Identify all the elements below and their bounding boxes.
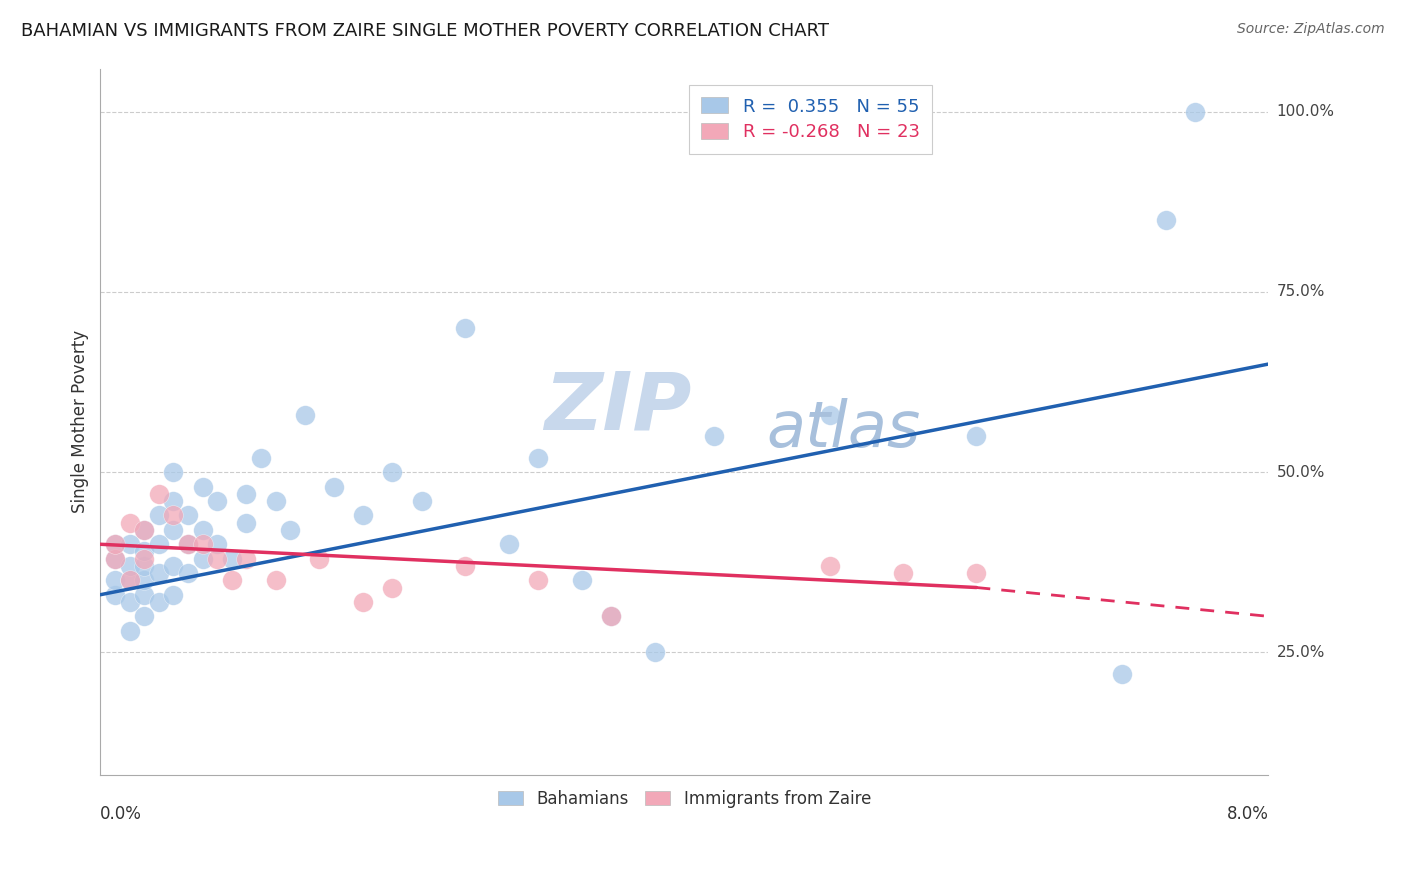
Point [162,588,184,602]
Point [134,588,156,602]
Point [1184,104,1206,119]
Point [527,574,550,588]
Point [177,537,200,551]
Point [191,523,214,537]
Point [118,595,141,609]
Point [177,508,200,523]
Point [381,581,404,595]
Point [162,558,184,573]
Point [264,574,287,588]
Point [148,537,170,551]
Legend: Bahamians, Immigrants from Zaire: Bahamians, Immigrants from Zaire [489,781,879,816]
Point [205,551,228,566]
Point [235,487,257,501]
Point [118,574,141,588]
Point [134,551,156,566]
Text: 75.0%: 75.0% [1277,285,1324,300]
Point [118,516,141,530]
Point [965,566,987,580]
Point [118,624,141,638]
Point [820,408,842,422]
Point [104,588,127,602]
Point [134,523,156,537]
Point [134,609,156,624]
Text: 25.0%: 25.0% [1277,645,1324,660]
Point [352,595,374,609]
Point [177,537,200,551]
Point [1154,213,1177,227]
Point [104,537,127,551]
Text: 0.0%: 0.0% [100,805,142,823]
Point [221,574,243,588]
Point [104,551,127,566]
Point [134,558,156,573]
Point [221,551,243,566]
Point [454,558,477,573]
Point [162,523,184,537]
Point [104,574,127,588]
Point [352,508,374,523]
Point [571,574,593,588]
Point [1111,667,1133,681]
Point [134,544,156,558]
Point [703,429,725,443]
Text: atlas: atlas [766,398,921,459]
Point [148,566,170,580]
Point [148,595,170,609]
Point [294,408,316,422]
Text: Source: ZipAtlas.com: Source: ZipAtlas.com [1237,22,1385,37]
Y-axis label: Single Mother Poverty: Single Mother Poverty [72,330,89,513]
Point [118,558,141,573]
Point [205,494,228,508]
Point [454,321,477,335]
Point [278,523,301,537]
Point [965,429,987,443]
Point [820,558,842,573]
Point [250,450,273,465]
Point [191,480,214,494]
Point [118,574,141,588]
Point [600,609,623,624]
Point [134,523,156,537]
Point [498,537,520,551]
Text: 8.0%: 8.0% [1226,805,1268,823]
Point [235,516,257,530]
Point [148,487,170,501]
Point [134,574,156,588]
Point [118,537,141,551]
Point [104,537,127,551]
Point [177,566,200,580]
Text: BAHAMIAN VS IMMIGRANTS FROM ZAIRE SINGLE MOTHER POVERTY CORRELATION CHART: BAHAMIAN VS IMMIGRANTS FROM ZAIRE SINGLE… [21,22,830,40]
Point [162,494,184,508]
Point [644,645,666,659]
Point [191,537,214,551]
Text: ZIP: ZIP [544,368,692,447]
Point [191,551,214,566]
Point [235,551,257,566]
Point [323,480,346,494]
Point [308,551,330,566]
Point [264,494,287,508]
Point [148,508,170,523]
Text: 100.0%: 100.0% [1277,104,1334,120]
Point [381,465,404,479]
Point [893,566,915,580]
Text: 50.0%: 50.0% [1277,465,1324,480]
Point [411,494,433,508]
Point [162,465,184,479]
Point [162,508,184,523]
Point [600,609,623,624]
Point [527,450,550,465]
Point [104,551,127,566]
Point [205,537,228,551]
